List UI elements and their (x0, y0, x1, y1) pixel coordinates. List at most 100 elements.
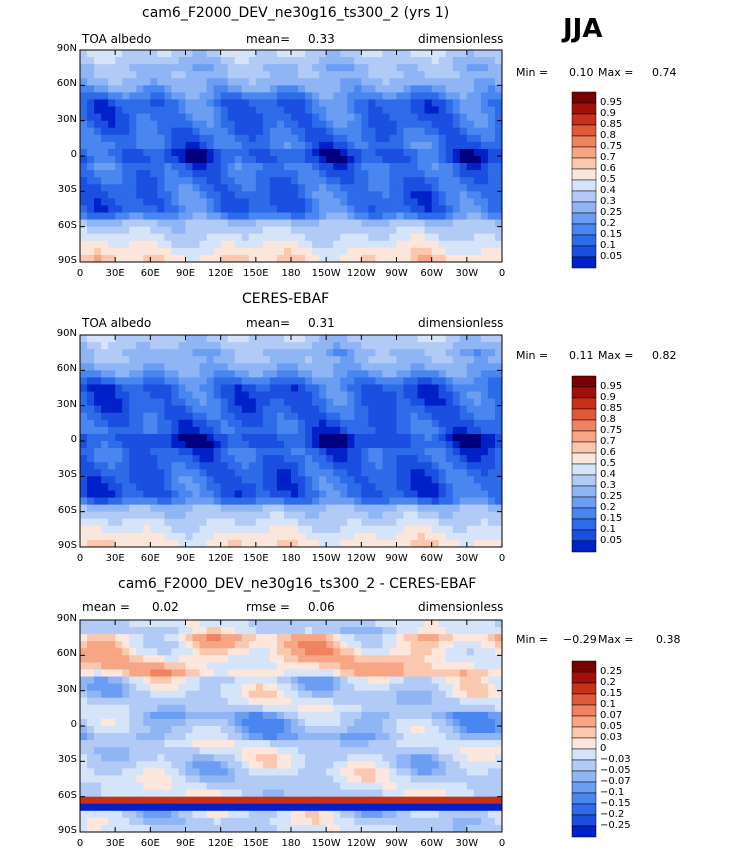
panel2-xtick-1: 30E (105, 553, 125, 564)
panel1-colorbar-box-11 (571, 212, 597, 225)
panel2-xtick-2: 60E (140, 553, 160, 564)
panel2-colorbar-label-1: 0.9 (600, 392, 616, 403)
panel3-colorbar-box-7 (571, 737, 597, 750)
panel1-xtick-1: 30E (105, 268, 125, 279)
panel3-colorbar-label-10: −0.07 (600, 776, 631, 787)
panel3-colorbar-label-13: −0.2 (600, 809, 625, 820)
panel2-colorbar-box-1 (571, 386, 597, 399)
panel2-colorbar-box-14 (571, 529, 597, 542)
panel2-colorbar-label-3: 0.8 (600, 414, 616, 425)
season-label: JJA (563, 14, 603, 44)
panel3-colorbar-label-7: 0 (600, 743, 607, 754)
panel2-ytick-6: 90S (57, 540, 77, 551)
panel3-ytick-3: 0 (70, 719, 77, 730)
panel2-colorbar-label-6: 0.6 (600, 447, 616, 458)
panel3-ytick-2: 30N (56, 683, 77, 695)
panel1-xtick-0: 0 (76, 268, 84, 279)
panel2-ytick-5: 60S (57, 504, 77, 516)
panel3-colorbar-box-4 (571, 704, 597, 717)
panel3-ytick-6: 90S (57, 825, 77, 836)
panel3-xtick-6: 180 (281, 838, 301, 849)
panel1-colorbar-label-12: 0.15 (600, 229, 623, 240)
panel3-colorbar-box-5 (571, 715, 597, 728)
panel3-left-value: 0.02 (152, 600, 179, 614)
panel2-min-value: 0.11 (569, 349, 594, 362)
panel1-title: cam6_F2000_DEV_ne30g16_ts300_2 (yrs 1) (142, 5, 450, 21)
panel3-xtick-12: 0 (498, 838, 506, 849)
panel3-xtick-8: 120W (346, 838, 376, 849)
panel3-xtick-11: 30W (455, 838, 479, 849)
panel2-units: dimensionless (418, 316, 504, 330)
panel1-colorbar-label-4: 0.75 (600, 141, 623, 152)
panel3-colorbar-label-6: 0.03 (600, 732, 623, 743)
panel3-min-label: Min = (516, 633, 549, 646)
panel1-colorbar-box-5 (571, 146, 597, 159)
panel1-xtick-5: 150E (243, 268, 269, 279)
panel3-map (80, 620, 502, 832)
panel1-ytick-0: 90N (56, 43, 77, 54)
panel1-colorbar-box-15 (571, 256, 597, 269)
panel2-ytick-2: 30N (56, 398, 77, 410)
panel3-xtick-4: 120E (207, 838, 234, 849)
panel3-ytick-5: 60S (57, 789, 77, 801)
panel1-colorbar-label-14: 0.05 (600, 251, 623, 262)
panel2-colorbar-label-2: 0.85 (600, 403, 623, 414)
panel1-colorbar-box-12 (571, 223, 597, 236)
panel2-mean-value: 0.31 (308, 316, 335, 330)
panel2-mean-label: mean= (246, 316, 291, 330)
panel3-ytick-0: 90N (56, 613, 77, 624)
panel2-colorbar-box-6 (571, 441, 597, 454)
panel2-ytick-0: 90N (56, 328, 77, 339)
panel2-xtick-6: 180 (281, 553, 301, 564)
panel2-xtick-3: 90E (175, 553, 196, 564)
panel3-xtick-2: 60E (140, 838, 160, 849)
panel3-colorbar-label-4: 0.07 (600, 710, 623, 721)
panel2-colorbar-label-9: 0.3 (600, 480, 616, 491)
panel1-colorbar-label-3: 0.8 (600, 130, 616, 141)
panel3-colorbar-label-9: −0.05 (600, 765, 631, 776)
panel1-xtick-8: 120W (346, 268, 376, 279)
panel2-colorbar-box-12 (571, 507, 597, 520)
panel2-min-label: Min = (516, 349, 549, 362)
panel3-colorbar-label-2: 0.15 (600, 688, 623, 699)
panel1-colorbar-label-13: 0.1 (600, 240, 616, 251)
panel3-colorbar-box-6 (571, 726, 597, 739)
panel2-ytick-4: 30S (57, 469, 77, 481)
panel2-colorbar-box-2 (571, 397, 597, 410)
panel1-colorbar-box-1 (571, 102, 597, 115)
panel2-xtick-12: 0 (498, 553, 506, 564)
panel3-colorbar-label-0: 0.25 (600, 666, 623, 677)
panel3-max-value: 0.38 (656, 633, 681, 646)
panel2-colorbar-label-8: 0.4 (600, 469, 616, 480)
panel1-colorbar-label-1: 0.9 (600, 108, 616, 119)
panel2-colorbar-box-7 (571, 452, 597, 465)
panel2-colorbar-box-13 (571, 518, 597, 531)
panel3-rmse-value: 0.06 (308, 600, 335, 614)
panel1-ytick-4: 30S (57, 184, 77, 196)
panel3-left-label: mean = (82, 600, 130, 614)
panel2-xtick-7: 150W (311, 553, 341, 564)
panel1-max-value: 0.74 (652, 66, 677, 79)
panel3-colorbar-box-13 (571, 803, 597, 816)
panel3-colorbar-label-5: 0.05 (600, 721, 623, 732)
panel2-colorbar-label-4: 0.75 (600, 425, 623, 436)
panel3-xtick-9: 90W (385, 838, 408, 849)
panel1-xtick-10: 60W (420, 268, 443, 279)
panel3-units: dimensionless (418, 600, 504, 614)
panel1-xtick-7: 150W (311, 268, 341, 279)
panel2-xtick-10: 60W (420, 553, 443, 564)
panel1-max-label: Max = (598, 66, 634, 79)
panel1-colorbar-label-11: 0.2 (600, 218, 616, 229)
panel2-colorbar-label-13: 0.1 (600, 524, 616, 535)
panel2-colorbar-box-3 (571, 408, 597, 421)
panel3-xtick-5: 150E (243, 838, 269, 849)
panel1-xtick-4: 120E (207, 268, 234, 279)
panel3-xtick-0: 0 (76, 838, 84, 849)
panel3-colorbar-box-9 (571, 759, 597, 772)
panel3-colorbar-label-14: −0.25 (600, 820, 631, 831)
panel1-colorbar-box-3 (571, 124, 597, 137)
panel3-colorbar-label-1: 0.2 (600, 677, 616, 688)
panel2-colorbar-label-0: 0.95 (600, 381, 623, 392)
panel1-ytick-1: 60N (56, 78, 77, 90)
